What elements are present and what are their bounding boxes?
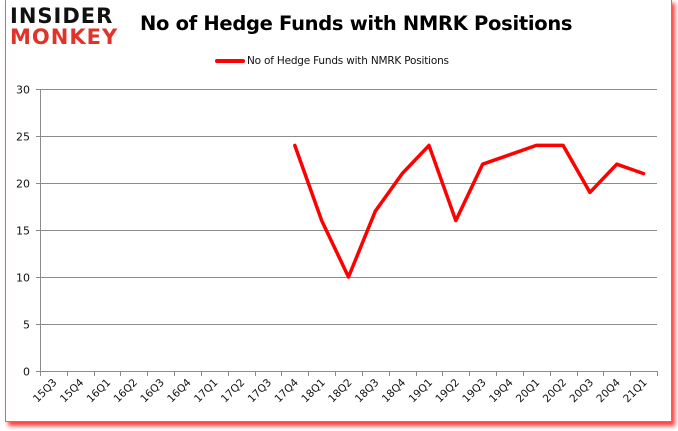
x-tick-label: 18Q4 <box>380 376 409 405</box>
x-tick-label: 19Q3 <box>460 377 489 406</box>
logo-line-insider: INSIDER <box>10 4 114 28</box>
x-tick-label: 17Q1 <box>192 377 221 406</box>
x-tick-label: 19Q2 <box>433 377 462 406</box>
y-tick-label: 0 <box>23 366 30 379</box>
x-tick-label: 17Q4 <box>272 376 301 405</box>
legend-line-swatch-icon <box>215 59 245 63</box>
x-tick-label: 20Q3 <box>568 377 597 406</box>
x-tick-label: 15Q4 <box>58 376 87 405</box>
x-tick-label: 18Q1 <box>299 377 328 406</box>
y-tick-label: 25 <box>16 131 30 144</box>
logo-line-monkey: MONKEY <box>10 25 119 49</box>
y-tick-label: 20 <box>16 178 30 191</box>
x-tick-label: 18Q2 <box>326 377 355 406</box>
x-tick-label: 18Q3 <box>353 377 382 406</box>
chart-title: No of Hedge Funds with NMRK Positions <box>140 12 573 35</box>
x-tick-label: 16Q2 <box>112 377 141 406</box>
y-gridlines <box>40 89 657 325</box>
x-tick-label: 17Q3 <box>246 377 275 406</box>
y-axis: 0 5 10 15 20 25 30 <box>16 84 41 379</box>
x-tick-label: 20Q4 <box>594 376 623 405</box>
x-tick-label: 16Q4 <box>165 376 194 405</box>
x-tick-label: 15Q3 <box>31 377 60 406</box>
series-line-nmrk <box>293 143 646 279</box>
x-tick-label: 16Q3 <box>138 377 167 406</box>
y-tick-label: 30 <box>16 84 30 97</box>
x-tick-label: 20Q1 <box>514 377 543 406</box>
x-tick-label: 19Q1 <box>407 377 436 406</box>
x-tick-label: 19Q4 <box>487 376 516 405</box>
legend-label: No of Hedge Funds with NMRK Positions <box>247 55 449 67</box>
y-tick-label: 10 <box>16 272 30 285</box>
x-tick-label: 17Q2 <box>219 377 248 406</box>
x-axis: 15Q315Q416Q116Q216Q316Q417Q117Q217Q317Q4… <box>31 371 658 406</box>
chart-frame <box>5 0 672 422</box>
chart-legend: No of Hedge Funds with NMRK Positions <box>215 53 449 69</box>
x-tick-label: 20Q2 <box>541 377 570 406</box>
x-tick-label: 16Q1 <box>85 377 114 406</box>
y-tick-label: 5 <box>23 319 30 332</box>
insider-monkey-logo: INSIDER MONKEY <box>10 6 128 52</box>
x-tick-label: 21Q1 <box>621 377 650 406</box>
y-tick-label: 15 <box>16 225 30 238</box>
